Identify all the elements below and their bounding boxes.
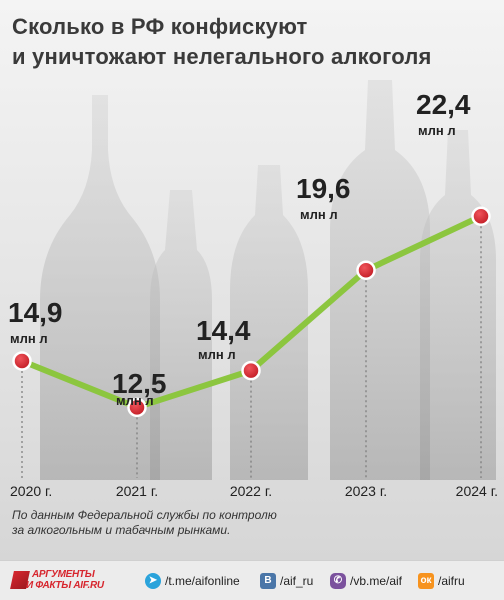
unit-label-3: млн л xyxy=(300,207,338,222)
x-tick-label-1: 2021 г. xyxy=(116,483,158,499)
social-telegram[interactable]: ➤ /t.me/aifonline xyxy=(145,570,240,592)
logo-line-1: АРГУМЕНТЫ xyxy=(32,569,95,580)
social-ok-label: /aifru xyxy=(438,574,465,588)
source-note-line-1: По данным Федеральной службы по контролю xyxy=(12,508,277,522)
x-tick-label-2: 2022 г. xyxy=(230,483,272,499)
chart-title: Сколько в РФ конфискуют и уничтожают нел… xyxy=(12,12,492,72)
logo-domain: AIF.RU xyxy=(73,580,104,591)
logo-line-2-text: И ФАКТЫ xyxy=(26,580,71,591)
value-label-3: 19,6 xyxy=(296,173,351,204)
value-label-4: 22,4 xyxy=(416,89,471,120)
data-point-4 xyxy=(471,206,491,226)
telegram-icon: ➤ xyxy=(145,573,161,589)
social-telegram-label: /t.me/aifonline xyxy=(165,574,240,588)
aif-logo[interactable]: АРГУМЕНТЫ И ФАКТЫ AIF.RU xyxy=(10,567,112,595)
x-tick-label-4: 2024 г. xyxy=(456,483,498,499)
value-label-0: 14,9 xyxy=(8,297,63,328)
vk-icon: В xyxy=(260,573,276,589)
unit-label-2: млн л xyxy=(198,347,236,362)
unit-label-0: млн л xyxy=(10,331,48,346)
social-odnoklassniki[interactable]: ок /aifru xyxy=(418,570,465,592)
unit-label-1: млн л xyxy=(116,393,154,408)
data-point-3 xyxy=(356,260,376,281)
social-viber[interactable]: ✆ /vb.me/aif xyxy=(330,570,402,592)
value-label-1: 12,5 xyxy=(112,368,167,399)
x-axis-labels: 2020 г. 2021 г. 2022 г. 2023 г. 2024 г. xyxy=(10,483,498,499)
viber-icon: ✆ xyxy=(330,573,346,589)
title-line-2: и уничтожают нелегального алкоголя xyxy=(12,44,432,69)
title-line-1: Сколько в РФ конфискуют xyxy=(12,14,308,39)
series-markers xyxy=(12,206,491,418)
source-note: По данным Федеральной службы по контролю… xyxy=(12,508,492,538)
x-tick-label-3: 2023 г. xyxy=(345,483,387,499)
social-vk[interactable]: В /aif_ru xyxy=(260,570,313,592)
unit-label-4: млн л xyxy=(418,123,456,138)
social-viber-label: /vb.me/aif xyxy=(350,574,403,588)
value-label-2: 14,4 xyxy=(196,315,251,346)
gridlines xyxy=(21,216,482,478)
odnoklassniki-icon: ок xyxy=(418,573,434,589)
footer-bar: АРГУМЕНТЫ И ФАКТЫ AIF.RU ➤ /t.me/aifonli… xyxy=(0,560,504,600)
data-point-2 xyxy=(241,360,261,381)
x-tick-label-0: 2020 г. xyxy=(10,483,52,499)
source-note-line-2: за алкогольным и табачным рынками. xyxy=(12,523,231,537)
bottle-silhouettes xyxy=(40,80,496,480)
data-point-0 xyxy=(12,351,32,371)
social-vk-label: /aif_ru xyxy=(280,574,314,588)
data-point-1 xyxy=(127,397,147,418)
logo-line-2: И ФАКТЫ AIF.RU xyxy=(26,580,104,591)
